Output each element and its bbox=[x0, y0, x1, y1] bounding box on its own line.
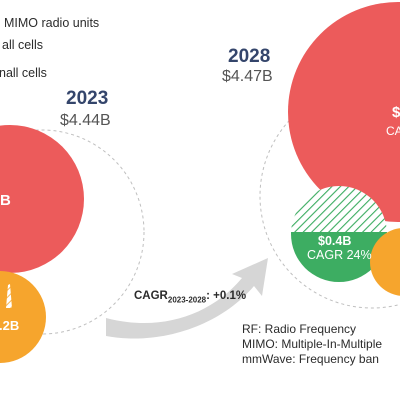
bubble-2023-orange-value: .2B bbox=[0, 318, 20, 333]
bubble-2023-red-value: B bbox=[0, 192, 11, 209]
note-mimo: MIMO: Multiple-In-Multiple bbox=[242, 337, 383, 351]
bubble-2023-hatch-wedge bbox=[6, 284, 12, 308]
year-2023: 2023 bbox=[66, 88, 109, 109]
bubble-2028-red-cagr: CAG bbox=[386, 124, 400, 138]
legend-item-mimo: MIMO radio units bbox=[4, 16, 100, 30]
note-rf: RF: Radio Frequency bbox=[242, 322, 357, 336]
bubble-2023-red bbox=[0, 125, 84, 273]
legend-item-cells: all cells bbox=[2, 38, 43, 52]
bubble-2028-green bbox=[291, 232, 387, 282]
bubble-2028-red bbox=[288, 2, 400, 222]
growth-arrow bbox=[106, 258, 268, 339]
legend-item-small-cells: nall cells bbox=[0, 66, 47, 80]
outer-circle-2023 bbox=[0, 129, 145, 335]
bubble-2028-orange bbox=[370, 228, 400, 296]
bubble-2028-red-value: $ bbox=[392, 104, 400, 121]
year-2028: 2028 bbox=[228, 46, 271, 67]
overall-cagr: CAGR2023-2028: +0.1% bbox=[134, 290, 247, 305]
bubble-2028-green-value: $0.4B bbox=[318, 234, 352, 248]
total-2028: $4.47B bbox=[222, 68, 273, 85]
outer-circle-2028 bbox=[259, 83, 400, 309]
bubble-2023-orange bbox=[0, 271, 46, 363]
note-mmwave: mmWave: Frequency ban bbox=[242, 352, 379, 366]
bubble-2028-green-cagr: CAGR 24% bbox=[307, 248, 372, 262]
total-2023: $4.44B bbox=[60, 112, 111, 129]
bubble-2028-green-hatched bbox=[291, 186, 387, 232]
